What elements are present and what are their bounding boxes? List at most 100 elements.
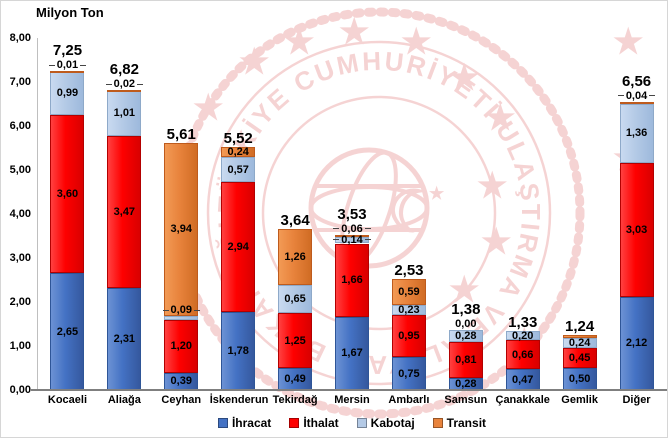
y-tick-label: 6,00	[9, 120, 31, 132]
bar-total-label: 5,52	[223, 129, 253, 147]
legend-item-kabotaj: Kabotaj	[356, 416, 415, 430]
bar-segment-ithalat: 2,94	[221, 182, 256, 312]
bar-segment-ithalat: 1,66	[335, 243, 369, 317]
bar-kocaeli: 2,65 3,60 0,99 0,01 7,25	[50, 38, 85, 390]
bar-segment-transit	[619, 101, 654, 104]
bar-segment-kabotaj: 0,28	[448, 329, 483, 343]
x-axis-label-10: Gemlik	[561, 394, 598, 406]
segment-value-label: 0,75	[398, 367, 420, 380]
x-axis-label-1: Kocaeli	[47, 394, 88, 406]
y-tick-label: 8,00	[9, 32, 31, 44]
segment-value-label: 1,20	[170, 340, 192, 353]
x-axis-label-5: Tekirdağ	[272, 394, 318, 406]
bar-segment-ithalat: 1,20	[164, 320, 199, 373]
segment-value-label: 0,39	[170, 375, 192, 388]
segment-value-label: 1,36	[625, 127, 648, 140]
bar-segment-ihracat: 1,67	[335, 316, 369, 390]
bar-total-label: 1,38	[451, 300, 481, 318]
bar-segment-ithalat: 0,66	[505, 340, 540, 370]
segment-value-label: 0,49	[284, 373, 306, 386]
x-axis-label-8: Samsun	[444, 394, 488, 406]
bar-segment-kabotaj: 0,20	[505, 329, 540, 342]
bar-total-label: 3,64	[280, 212, 310, 230]
segment-value-label: 0,95	[398, 330, 420, 343]
segment-value-label: 3,94	[170, 223, 192, 236]
y-tick-label: 0,00	[9, 384, 31, 396]
bar-total-label: 7,25	[52, 42, 83, 59]
bar-segment-transit: 3,94	[164, 142, 199, 317]
bar-segment-kabotaj: 0,99	[50, 71, 85, 115]
segment-value-label: 1,78	[227, 344, 249, 357]
y-tick-label: 4,00	[9, 208, 31, 220]
bar-segment-ihracat: 0,49	[278, 368, 313, 390]
bar-i̇skenderun: 1,78 2,94 0,57 0,24 5,52	[221, 38, 256, 390]
bar-tekirdağ: 0,49 1,25 0,65 1,26 3,64	[278, 38, 313, 390]
bar-segment-ithalat: 3,03	[619, 163, 654, 297]
bar-total-label: 2,53	[394, 262, 424, 280]
legend-label-ithalat: İthalat	[303, 416, 339, 430]
bar-segment-transit	[562, 335, 597, 338]
segment-value-label: 0,45	[568, 352, 591, 365]
y-tick-label: 2,00	[9, 296, 31, 308]
bar-samsun: 0,28 0,81 0,28 0,00 1,38	[448, 38, 483, 390]
x-axis-label-2: Aliağa	[107, 394, 141, 406]
bar-total-label: 5,61	[166, 125, 196, 143]
segment-value-label-thin: 0,09	[157, 304, 205, 316]
segment-value-label: 0,23	[398, 304, 420, 317]
segment-value-label: 0,24	[568, 336, 591, 349]
segment-value-label: 3,47	[113, 206, 136, 219]
segment-value-label: 0,24	[227, 145, 249, 158]
stacked-bar-plot-area: 2,65 3,60 0,99 0,01 7,25 2,31 3,47 1,01 0,02 6,82…	[39, 38, 665, 390]
bar-total-label: 1,33	[508, 314, 538, 332]
bar-segment-kabotaj: 0,24	[562, 336, 597, 349]
segment-value-label: 2,31	[113, 333, 136, 346]
segment-value-label: 0,99	[56, 87, 79, 100]
legend-swatch-ihracat	[217, 418, 228, 428]
bar-segment-ithalat: 0,95	[391, 315, 426, 357]
segment-value-label: 0,20	[512, 329, 534, 342]
legend-item-ihracat: İhracat	[217, 416, 272, 430]
bar-segment-kabotaj: 1,36	[619, 103, 654, 164]
segment-value-label: 0,50	[568, 373, 591, 385]
bar-segment-ihracat: 1,78	[221, 311, 256, 390]
segment-value-label: 1,26	[284, 251, 306, 264]
x-axis-label-11: Diğer	[622, 394, 651, 406]
bar-segment-ihracat: 0,39	[164, 372, 199, 390]
bar-çanakkale: 0,47 0,66 0,20 1,33	[505, 38, 540, 390]
bar-segment-kabotaj	[164, 316, 199, 321]
x-axis-label-3: Ceyhan	[161, 394, 202, 406]
bar-total-label: 3,53	[337, 205, 367, 223]
bar-ambarlı: 0,75 0,95 0,23 0,59 2,53	[391, 38, 426, 390]
bar-segment-transit	[107, 90, 142, 93]
segment-value-label: 1,25	[284, 334, 306, 347]
segment-value-label-thin: 0,04	[613, 90, 661, 102]
chart-legend: İhracat İthalat Kabotaj Transit	[39, 416, 665, 430]
bar-segment-kabotaj: 0,57	[221, 157, 256, 183]
segment-value-label: 3,03	[625, 224, 648, 237]
bar-segment-ihracat: 2,12	[619, 296, 654, 390]
segment-value-label-thin: 0,14	[328, 234, 376, 246]
segment-value-label: 0,47	[512, 373, 534, 386]
segment-value-label: 1,66	[341, 274, 363, 287]
segment-value-label: 2,94	[227, 241, 249, 253]
segment-value-label: 0,81	[455, 353, 477, 366]
bar-ceyhan: 0,39 1,20 3,94 0,09 5,61	[164, 38, 199, 390]
segment-value-label: 1,67	[341, 347, 363, 360]
bar-segment-ihracat: 0,50	[562, 368, 597, 390]
bar-gemlik: 0,50 0,45 0,24 1,24	[562, 38, 597, 390]
x-axis-line	[31, 389, 667, 391]
legend-swatch-ithalat	[289, 418, 300, 428]
segment-value-label: 0,65	[284, 293, 306, 306]
bar-segment-ithalat: 1,25	[278, 313, 313, 369]
segment-value-label: 0,59	[398, 286, 420, 299]
x-axis-label-7: Ambarlı	[388, 394, 430, 406]
segment-value-label: 0,66	[512, 348, 534, 361]
segment-value-label-thin: 0,02	[101, 78, 149, 90]
bar-segment-transit: 0,59	[391, 279, 426, 306]
bar-segment-transit	[50, 71, 85, 73]
legend-label-ihracat: İhracat	[231, 416, 272, 430]
segment-value-label: 2,65	[56, 325, 79, 338]
bar-segment-ithalat: 3,60	[50, 115, 85, 274]
x-axis-label-6: Mersin	[334, 394, 370, 406]
